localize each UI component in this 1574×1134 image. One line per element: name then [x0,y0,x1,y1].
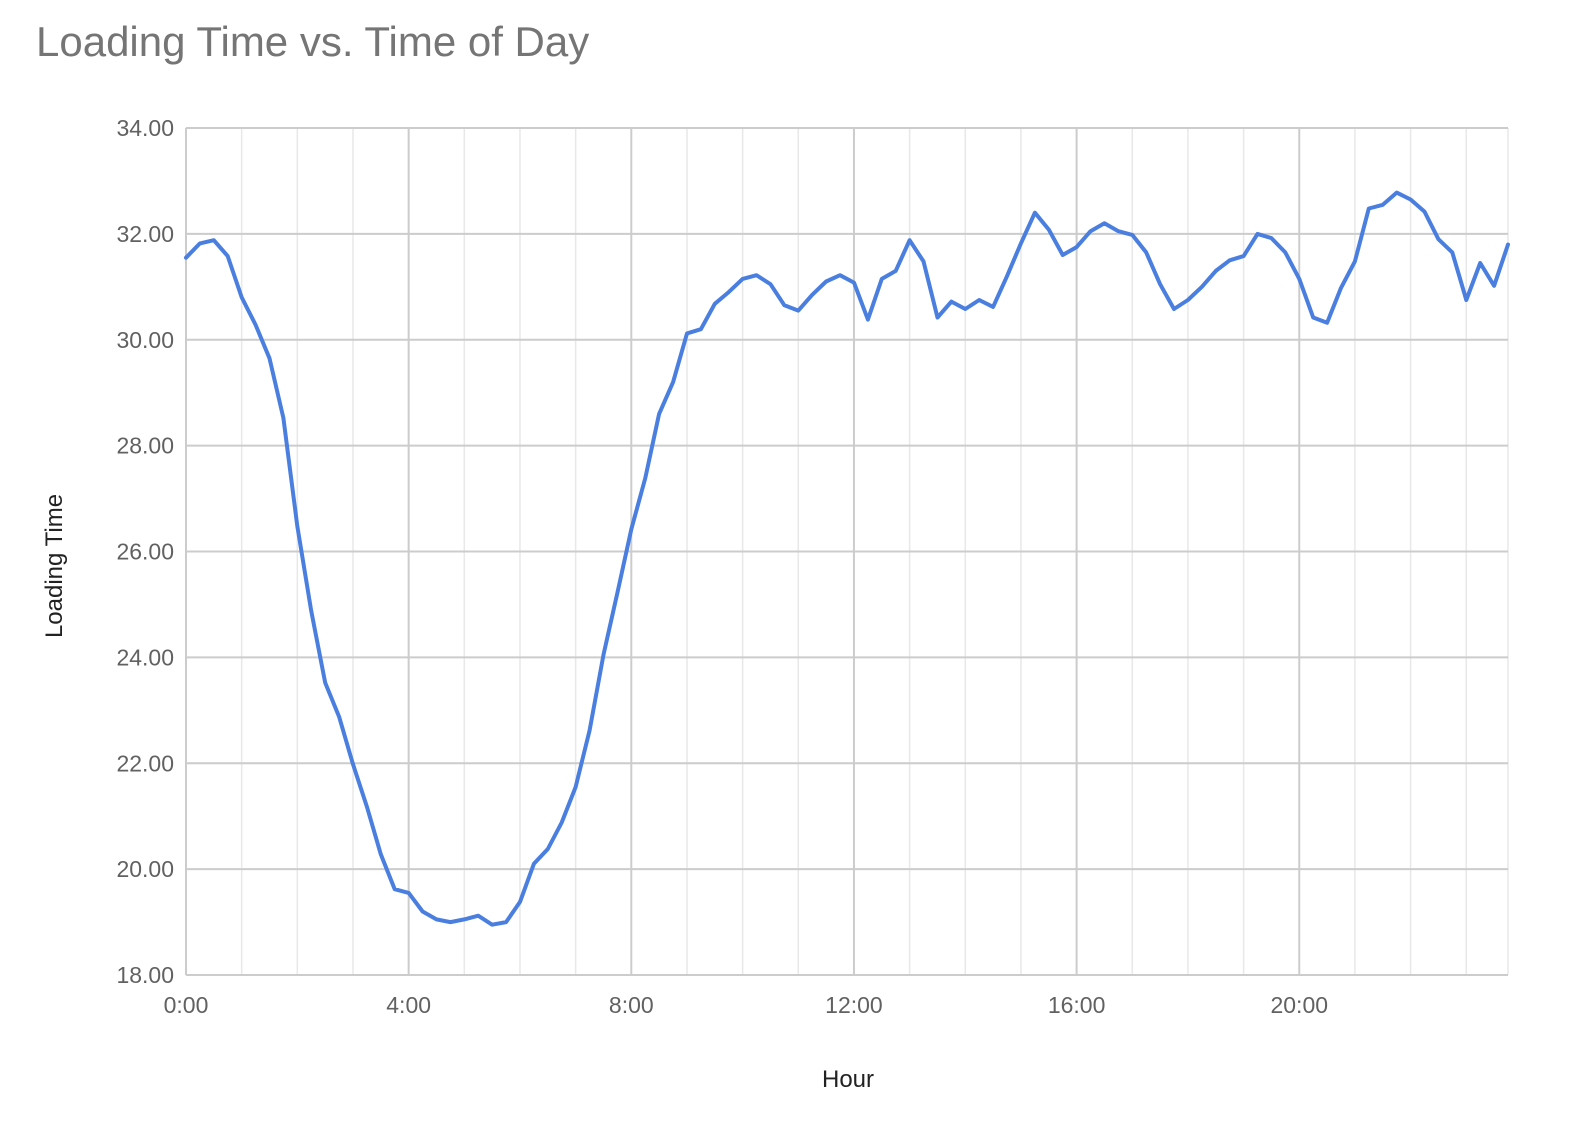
series-layer [184,190,1510,927]
grid-lines [185,127,1509,976]
x-tick-label: 12:00 [825,992,883,1018]
y-tick-label: 34.00 [116,115,174,141]
y-tick-label: 28.00 [116,433,174,459]
y-tick-label: 18.00 [116,962,174,988]
x-axis-tick-labels: 0:00 4:00 8:00 12:00 16:00 20:00 [164,992,1328,1018]
x-tick-label: 0:00 [164,992,209,1018]
series-line [184,190,1510,927]
x-tick-label: 20:00 [1270,992,1328,1018]
chart-title: Loading Time vs. Time of Day [36,18,590,65]
x-tick-label: 8:00 [609,992,654,1018]
y-tick-label: 26.00 [116,539,174,565]
y-tick-label: 32.00 [116,221,174,247]
y-tick-label: 30.00 [116,327,174,353]
y-tick-label: 20.00 [116,856,174,882]
y-tick-label: 24.00 [116,644,174,670]
x-tick-label: 4:00 [386,992,431,1018]
x-tick-label: 16:00 [1048,992,1106,1018]
y-tick-label: 22.00 [116,750,174,776]
y-axis-title: Loading Time [41,494,68,638]
x-axis-title: Hour [822,1066,874,1093]
y-axis-tick-labels: 18.00 20.00 22.00 24.00 26.00 28.00 30.00 32.00… [116,115,174,988]
